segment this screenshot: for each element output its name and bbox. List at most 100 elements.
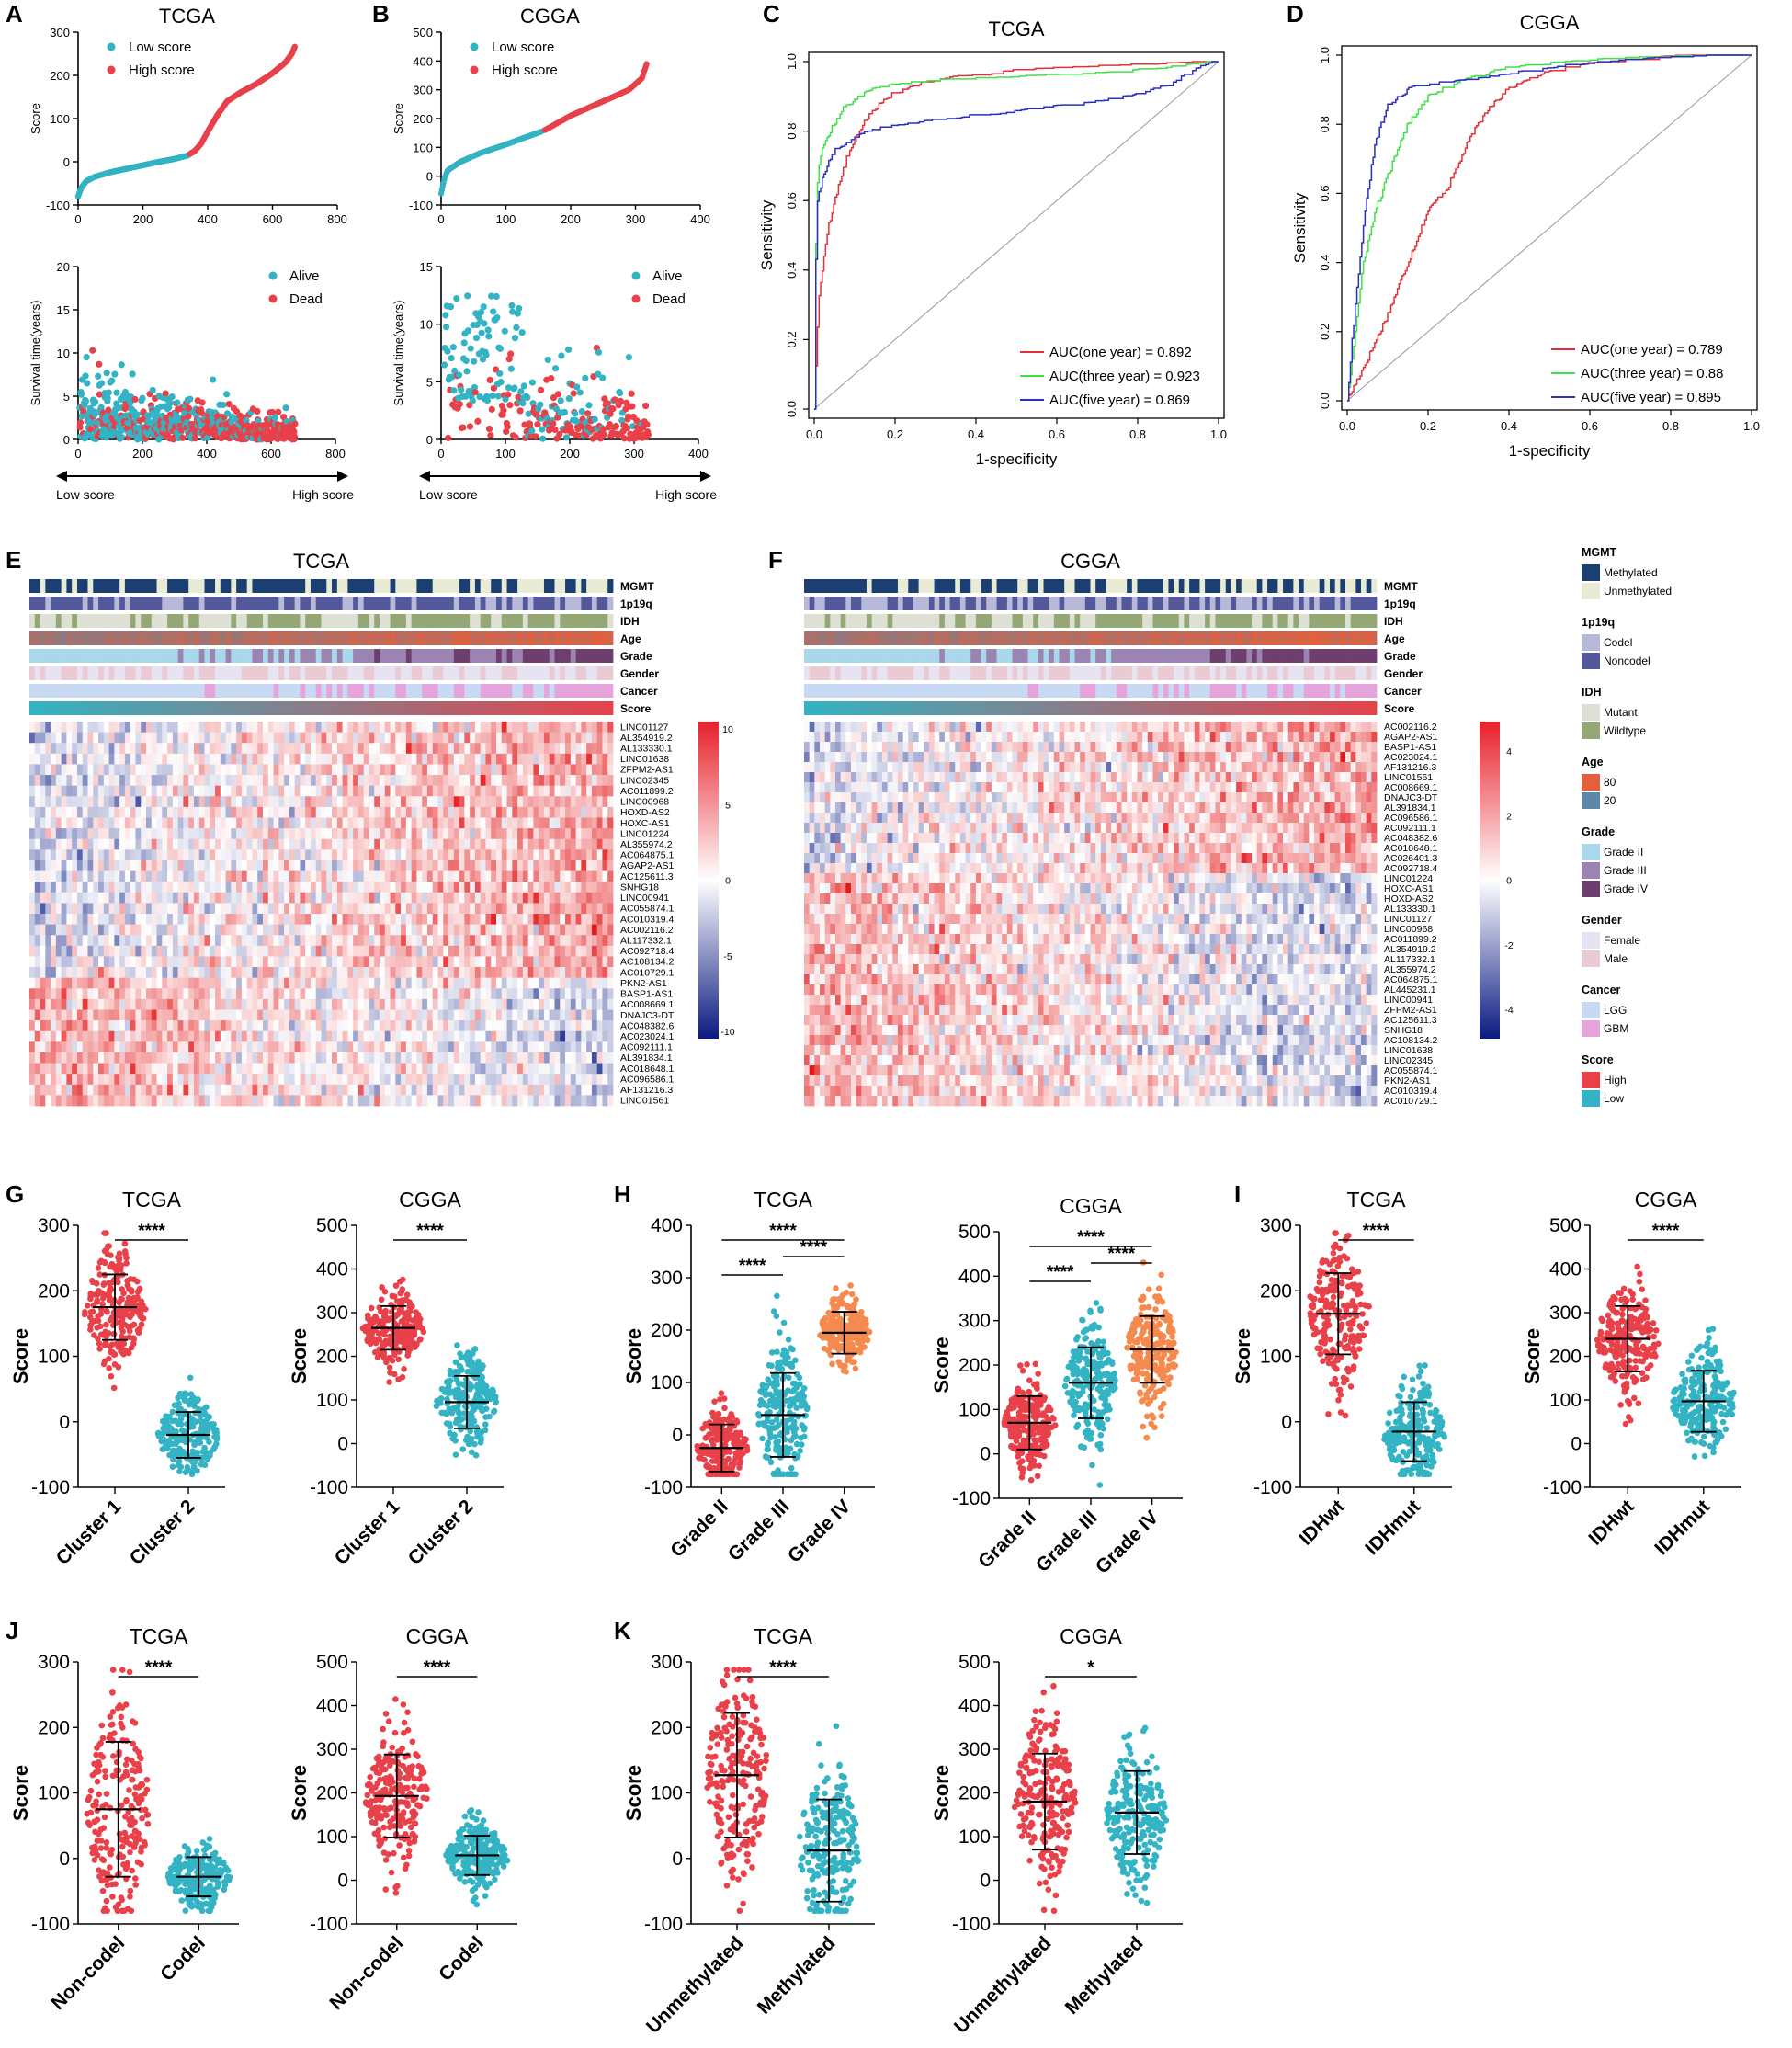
heatmap-cell: [464, 775, 471, 787]
heatmap-cell: [575, 903, 582, 915]
annotation-cell: [321, 649, 327, 663]
survival-point: [612, 422, 620, 430]
heatmap-cell: [146, 806, 153, 818]
heatmap-cell: [390, 753, 396, 765]
annotation-cell: [284, 631, 290, 645]
heatmap-cell: [135, 849, 142, 861]
heatmap-cell: [522, 764, 529, 776]
heatmap-cell: [432, 806, 438, 818]
heatmap-cell: [210, 870, 216, 882]
annotation-cell: [565, 597, 572, 610]
heatmap-cell: [289, 892, 296, 904]
annotation-cell: [390, 631, 396, 645]
annotation-cell: [252, 684, 258, 698]
heatmap-cell: [422, 817, 428, 829]
annotation-cell: [591, 631, 598, 645]
heatmap-cell: [183, 775, 189, 787]
heatmap-cell: [506, 849, 513, 861]
survival-point: [95, 372, 102, 380]
heatmap-cell: [284, 914, 290, 926]
annotation-cell: [289, 579, 296, 593]
heatmap-cell: [363, 806, 369, 818]
heatmap-cell: [453, 882, 459, 893]
chart-title: CGGA: [1520, 11, 1580, 34]
heatmap-cell: [310, 849, 317, 861]
heatmap-cell: [554, 849, 561, 861]
heatmap-cell: [141, 806, 147, 818]
heatmap-cell: [357, 722, 365, 734]
heatmap-cell: [422, 753, 428, 765]
heatmap-cell: [464, 785, 471, 797]
heatmap-cell: [51, 859, 57, 871]
annotation-cell: [554, 701, 561, 715]
heatmap-cell: [591, 796, 598, 808]
annotation-cell: [422, 701, 428, 715]
heatmap-cell: [135, 903, 142, 915]
survival-point: [282, 404, 289, 412]
heatmap-cell: [353, 775, 359, 787]
heatmap-cell: [61, 796, 67, 808]
heatmap-cell: [363, 914, 369, 926]
survival-point: [508, 302, 516, 309]
heatmap-cell: [459, 870, 465, 882]
heatmap-cell: [575, 753, 582, 765]
heatmap-cell: [549, 859, 555, 871]
heatmap-cell: [225, 859, 232, 871]
annotation-cell: [549, 684, 555, 698]
heatmap-cell: [448, 914, 455, 926]
heatmap-cell: [257, 859, 264, 871]
annotation-cell: [263, 701, 269, 715]
annotation-cell: [363, 684, 369, 698]
annotation-cell: [267, 701, 274, 715]
heatmap-cell: [517, 817, 524, 829]
heatmap-cell: [273, 796, 279, 808]
heatmap-cell: [151, 849, 157, 861]
heatmap-cell: [506, 796, 513, 808]
heatmap-cell: [470, 764, 476, 776]
annotation-cell: [549, 666, 555, 680]
heatmap-cell: [512, 828, 518, 840]
heatmap-cell: [162, 903, 168, 915]
heatmap-cell: [263, 764, 269, 776]
annotation-cell: [188, 614, 195, 628]
heatmap-cell: [246, 732, 253, 744]
annotation-cell: [533, 631, 539, 645]
heatmap-cell: [405, 828, 413, 840]
annotation-cell: [342, 684, 348, 698]
heatmap-cell: [231, 828, 237, 840]
heatmap-cell: [130, 743, 136, 755]
annotation-cell: [220, 701, 226, 715]
legend-label: High score: [129, 63, 195, 78]
heatmap-cell: [103, 775, 109, 787]
heatmap-cell: [586, 722, 593, 734]
annotation-cell: [480, 701, 486, 715]
heatmap-cell: [369, 732, 375, 744]
x-tick-label: 200: [560, 447, 580, 461]
annotation-cell: [422, 614, 428, 628]
annotation-cell: [278, 614, 285, 628]
annotation-cell: [55, 701, 62, 715]
annotation-cell: [506, 701, 513, 715]
heatmap-cell: [470, 775, 476, 787]
annotation-cell: [501, 666, 507, 680]
heatmap-cell: [527, 817, 534, 829]
heatmap-cell: [491, 817, 497, 829]
annotation-cell: [581, 649, 587, 663]
heatmap-cell: [300, 892, 306, 904]
heatmap-cell: [501, 817, 507, 829]
annotation-cell: [501, 649, 507, 663]
annotation-cell: [549, 597, 555, 610]
annotation-cell: [470, 579, 476, 593]
heatmap-cell: [241, 859, 248, 871]
heatmap-cell: [602, 903, 608, 915]
heatmap-cell: [401, 828, 407, 840]
heatmap-cell: [130, 722, 136, 734]
heatmap-cell: [380, 732, 386, 744]
annotation-cell: [82, 631, 88, 645]
heatmap-cell: [82, 775, 88, 787]
heatmap-cell: [135, 838, 142, 850]
heatmap-cell: [246, 870, 253, 882]
survival-point: [104, 394, 111, 402]
heatmap-cell: [220, 785, 226, 797]
heatmap-cell: [459, 882, 465, 893]
